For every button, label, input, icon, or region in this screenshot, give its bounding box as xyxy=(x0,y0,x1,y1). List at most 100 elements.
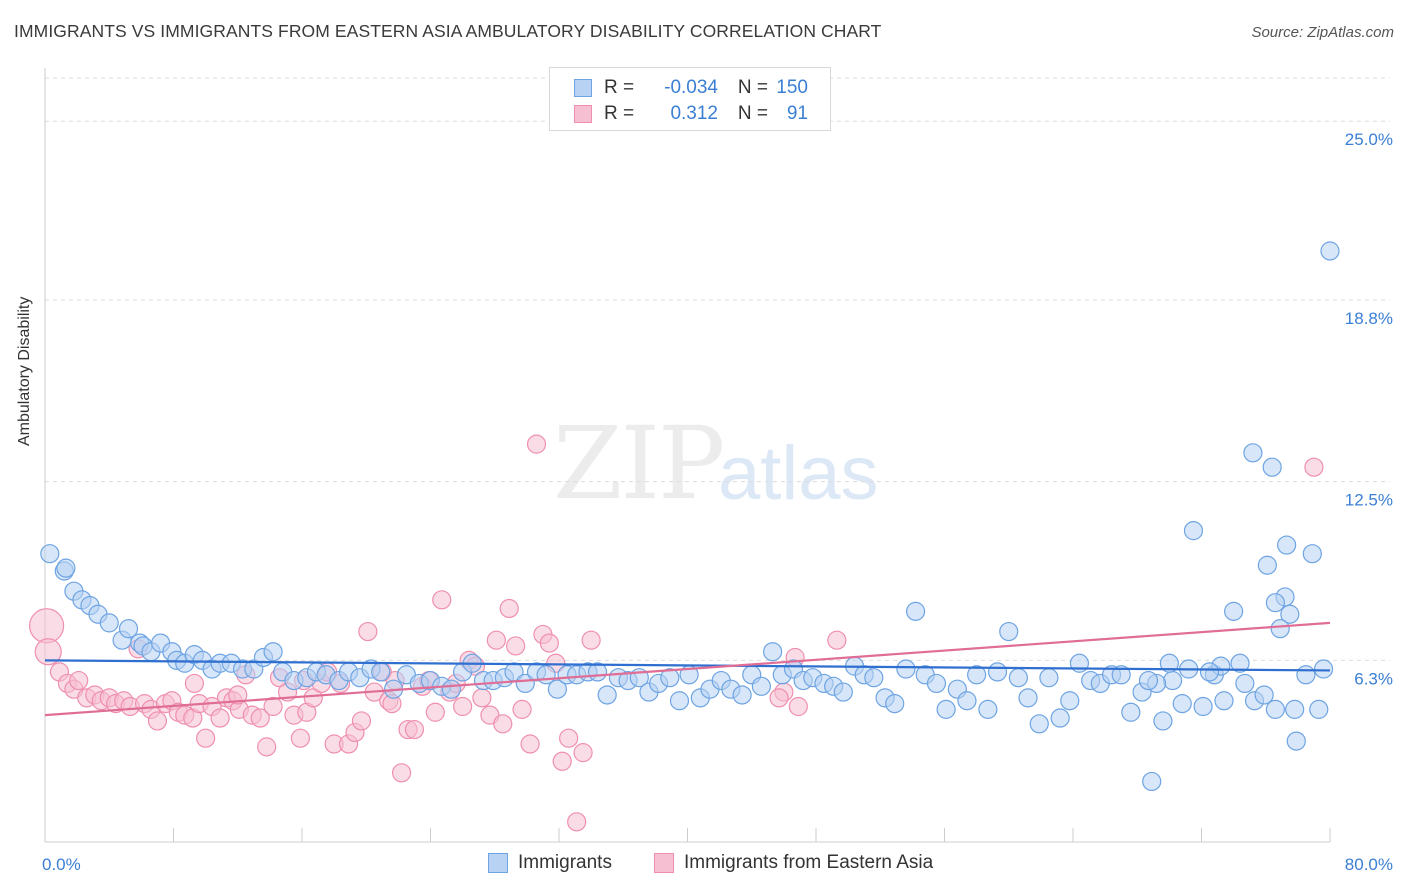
point-immigrants xyxy=(1214,691,1234,711)
watermark-atlas: atlas xyxy=(718,431,879,516)
point-eastern-asia xyxy=(472,688,492,708)
point-immigrants xyxy=(660,668,680,688)
point-immigrants xyxy=(597,685,617,705)
point-eastern-asia xyxy=(499,598,519,619)
legend-swatch-immigrants xyxy=(574,79,592,97)
legend-r-label: R = xyxy=(604,103,635,124)
point-immigrants xyxy=(987,662,1008,682)
point-immigrants xyxy=(1235,673,1255,694)
point-immigrants xyxy=(926,673,947,694)
point-eastern-asia xyxy=(512,699,532,719)
point-immigrants xyxy=(1039,668,1059,688)
point-eastern-asia xyxy=(69,670,89,691)
point-eastern-asia xyxy=(184,673,204,694)
correlation-legend: R = -0.034 N = 150 R = 0.312 N = 91 xyxy=(549,67,831,131)
point-immigrants xyxy=(1029,714,1049,734)
point-immigrants xyxy=(1162,670,1183,691)
point-eastern-asia xyxy=(581,630,601,650)
bottom-legend-label-eastern-asia: Immigrants from Eastern Asia xyxy=(684,852,934,873)
point-immigrants xyxy=(371,662,391,682)
point-immigrants xyxy=(547,679,567,699)
point-eastern-asia xyxy=(567,812,587,832)
point-immigrants xyxy=(978,699,998,719)
point-eastern-asia xyxy=(250,708,270,728)
point-eastern-asia xyxy=(769,688,789,708)
point-eastern-asia xyxy=(1304,457,1324,477)
point-eastern-asia xyxy=(432,590,452,610)
point-immigrants xyxy=(1313,659,1334,679)
point-immigrants xyxy=(1142,771,1162,792)
point-eastern-asia xyxy=(788,696,808,717)
point-immigrants xyxy=(441,679,461,699)
source-label: Source: ZipAtlas.com xyxy=(1251,24,1394,41)
bottom-legend-swatch-eastern-asia xyxy=(654,853,674,873)
point-immigrants xyxy=(1111,665,1131,685)
legend-r-label: R = xyxy=(604,77,635,98)
point-immigrants xyxy=(751,676,771,696)
point-immigrants xyxy=(1159,653,1179,673)
point-immigrants xyxy=(56,558,76,578)
point-immigrants xyxy=(1008,668,1028,688)
x-tick-label: 80.0% xyxy=(1345,855,1393,874)
point-eastern-asia xyxy=(404,719,425,740)
point-immigrants xyxy=(1285,699,1305,719)
point-immigrants xyxy=(99,613,119,633)
point-eastern-asia xyxy=(493,714,513,734)
legend-n-value: 150 xyxy=(776,77,808,98)
point-immigrants xyxy=(1153,711,1173,731)
legend-n-label: N = xyxy=(737,103,768,124)
trend-line-eastern-asia xyxy=(44,621,1331,717)
point-immigrants xyxy=(1060,691,1080,711)
point-immigrants xyxy=(1309,699,1329,719)
point-immigrants xyxy=(1230,653,1250,673)
point-eastern-asia xyxy=(520,734,540,754)
point-immigrants xyxy=(1320,241,1340,261)
legend-row-immigrants: R = -0.034 N = 150 xyxy=(574,76,808,100)
point-immigrants xyxy=(1193,696,1213,717)
point-eastern-asia xyxy=(526,434,547,454)
point-immigrants xyxy=(1121,702,1141,722)
point-immigrants xyxy=(864,668,884,688)
bottom-legend-label-immigrants: Immigrants xyxy=(518,852,612,873)
y-tick-label: 12.5% xyxy=(1345,491,1393,510)
point-immigrants xyxy=(40,544,60,564)
trend-line-immigrants xyxy=(44,659,1331,672)
point-immigrants xyxy=(905,601,926,621)
y-tick-label: 18.8% xyxy=(1345,309,1393,328)
point-immigrants xyxy=(896,659,916,679)
point-immigrants xyxy=(763,642,783,662)
point-eastern-asia xyxy=(506,636,526,656)
point-immigrants xyxy=(1257,555,1277,575)
point-immigrants xyxy=(1183,521,1204,541)
chart-title: IMMIGRANTS VS IMMIGRANTS FROM EASTERN AS… xyxy=(14,21,882,41)
point-immigrants xyxy=(1280,604,1300,624)
point-eastern-asia xyxy=(147,711,168,731)
point-eastern-asia xyxy=(228,685,248,705)
point-immigrants xyxy=(1254,685,1274,705)
point-eastern-asia xyxy=(453,696,473,717)
point-immigrants xyxy=(118,619,139,639)
point-eastern-asia xyxy=(303,688,323,708)
point-immigrants xyxy=(885,694,905,714)
point-eastern-asia xyxy=(552,751,572,771)
point-immigrants xyxy=(1286,731,1306,751)
point-immigrants xyxy=(1296,665,1316,685)
point-immigrants xyxy=(263,642,283,662)
point-eastern-asia xyxy=(34,638,62,666)
legend-n-label: N = xyxy=(737,77,768,98)
point-eastern-asia xyxy=(391,763,412,783)
bottom-legend-eastern-asia: Immigrants from Eastern Asia xyxy=(654,852,933,874)
point-immigrants xyxy=(1270,619,1290,639)
point-immigrants xyxy=(669,691,690,711)
point-immigrants xyxy=(1199,662,1220,682)
legend-row-eastern-asia: R = 0.312 N = 91 xyxy=(574,102,808,126)
point-immigrants xyxy=(1262,457,1282,477)
point-immigrants xyxy=(967,665,987,685)
y-tick-label: 6.3% xyxy=(1354,669,1393,688)
point-immigrants xyxy=(1224,601,1244,621)
point-immigrants xyxy=(1302,544,1322,564)
point-eastern-asia xyxy=(210,708,230,728)
bottom-legend-swatch-immigrants xyxy=(488,853,508,873)
point-immigrants xyxy=(1018,688,1038,708)
